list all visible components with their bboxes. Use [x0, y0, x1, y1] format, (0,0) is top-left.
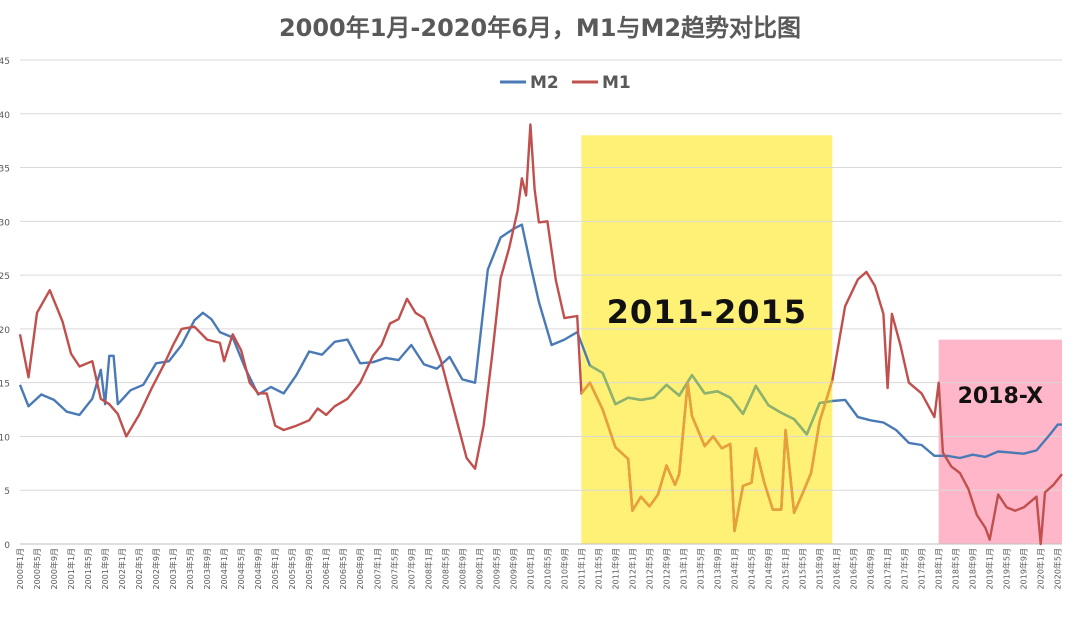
y-tick-label: 30	[0, 218, 10, 228]
x-tick-label: 2012年9月	[661, 548, 671, 589]
x-tick-label: 2007年9月	[406, 548, 416, 589]
y-tick-label: 20	[0, 326, 10, 336]
highlight-label-2018-x: 2018-X	[958, 384, 1044, 409]
chart-title: 2000年1月-2020年6月，M1与M2趋势对比图	[279, 14, 801, 42]
x-tick-label: 2016年9月	[866, 548, 876, 589]
y-tick-label: 5	[4, 487, 10, 497]
x-tick-label: 2018年9月	[968, 548, 978, 589]
x-tick-label: 2017年9月	[917, 548, 927, 589]
x-tick-label: 2003年5月	[185, 548, 195, 589]
x-tick-label: 2000年5月	[32, 548, 42, 589]
y-tick-label: 45	[0, 57, 10, 67]
x-tick-label: 2020年1月	[1036, 548, 1046, 589]
highlight-region-1	[938, 339, 1062, 544]
x-tick-label: 2006年1月	[321, 548, 331, 589]
x-tick-label: 2006年5月	[338, 548, 348, 589]
x-tick-label: 2013年9月	[713, 548, 723, 589]
x-tick-label: 2010年9月	[559, 548, 569, 589]
x-tick-label: 2017年5月	[900, 548, 910, 589]
x-tick-label: 2011年5月	[593, 548, 603, 589]
x-tick-label: 2003年1月	[168, 548, 178, 589]
x-tick-label: 2020年5月	[1053, 548, 1063, 589]
series-line-M1	[18, 123, 1063, 546]
x-tick-label: 2009年1月	[474, 548, 484, 589]
x-tick-label: 2010年1月	[525, 548, 535, 589]
highlight-label-2011-2015: 2011-2015	[607, 293, 807, 331]
y-tick-label: 0	[4, 541, 10, 551]
x-tick-label: 2013年1月	[678, 548, 688, 589]
x-tick-label: 2004年9月	[253, 548, 263, 589]
highlight-layer	[581, 135, 1062, 545]
y-axis: 0 5 10 15 20 25 30 35 40 45	[0, 57, 10, 551]
x-tick-label: 2014年5月	[747, 548, 757, 589]
x-tick-label: 2010年5月	[542, 548, 552, 589]
y-tick-label: 40	[0, 111, 10, 121]
x-tick-label: 2005年9月	[304, 548, 314, 589]
x-tick-label: 2008年5月	[440, 548, 450, 589]
grid-layer	[20, 59, 1062, 545]
x-tick-label: 2019年5月	[1002, 548, 1012, 589]
x-tick-label: 2007年1月	[372, 548, 382, 589]
x-tick-label: 2019年9月	[1019, 548, 1029, 589]
legend-label-M2: M2	[530, 73, 559, 93]
x-tick-label: 2009年5月	[491, 548, 501, 589]
x-tick-label: 2005年5月	[287, 548, 297, 589]
x-tick-label: 2016年1月	[832, 548, 842, 589]
x-tick-label: 2002年5月	[134, 548, 144, 589]
annotation-layer: 2011-2015 2018-X	[607, 293, 1043, 409]
x-tick-label: 2014年9月	[764, 548, 774, 589]
y-tick-label: 15	[0, 380, 10, 390]
highlight-region-0	[581, 135, 833, 545]
x-tick-label: 2002年9月	[151, 548, 161, 589]
x-tick-label: 2001年5月	[83, 548, 93, 589]
x-tick-label: 2004年1月	[219, 548, 229, 589]
x-tick-label: 2001年1月	[66, 548, 76, 589]
x-tick-label: 2013年5月	[695, 548, 705, 589]
x-tick-label: 2006年9月	[355, 548, 365, 589]
x-tick-label: 2005年1月	[270, 548, 280, 589]
x-tick-label: 2011年9月	[610, 548, 620, 589]
series-layer	[18, 123, 1063, 546]
x-tick-label: 2015年5月	[798, 548, 808, 589]
x-tick-label: 2009年9月	[508, 548, 518, 589]
y-tick-label: 25	[0, 272, 10, 282]
legend: M2 M1	[500, 73, 631, 93]
y-tick-label: 10	[0, 433, 10, 443]
x-tick-label: 2012年5月	[644, 548, 654, 589]
x-tick-label: 2019年1月	[985, 548, 995, 589]
x-tick-label: 2014年1月	[730, 548, 740, 589]
x-tick-label: 2000年9月	[49, 548, 59, 589]
x-tick-label: 2004年5月	[236, 548, 246, 589]
x-axis: 2000年1月 2000年5月 2000年9月 2001年1月 2001年5月 2001年…	[15, 548, 1063, 589]
series-line-highlighted-M2	[589, 364, 833, 436]
x-tick-label: 2011年1月	[576, 548, 586, 589]
x-tick-label: 2018年5月	[951, 548, 961, 589]
x-tick-label: 2002年1月	[117, 548, 127, 589]
x-tick-label: 2003年9月	[202, 548, 212, 589]
y-tick-label: 35	[0, 165, 10, 175]
x-tick-label: 2012年1月	[627, 548, 637, 589]
x-tick-label: 2018年1月	[934, 548, 944, 589]
x-tick-label: 2015年1月	[781, 548, 791, 589]
x-tick-label: 2016年5月	[849, 548, 859, 589]
x-tick-label: 2001年9月	[100, 548, 110, 589]
x-tick-label: 2007年5月	[389, 548, 399, 589]
x-tick-label: 2008年9月	[457, 548, 467, 589]
x-tick-label: 2017年1月	[883, 548, 893, 589]
x-tick-label: 2000年1月	[15, 548, 25, 589]
series-line-highlighted-M1	[580, 380, 834, 533]
x-tick-label: 2008年1月	[423, 548, 433, 589]
x-tick-label: 2015年9月	[815, 548, 825, 589]
legend-label-M1: M1	[602, 73, 631, 93]
